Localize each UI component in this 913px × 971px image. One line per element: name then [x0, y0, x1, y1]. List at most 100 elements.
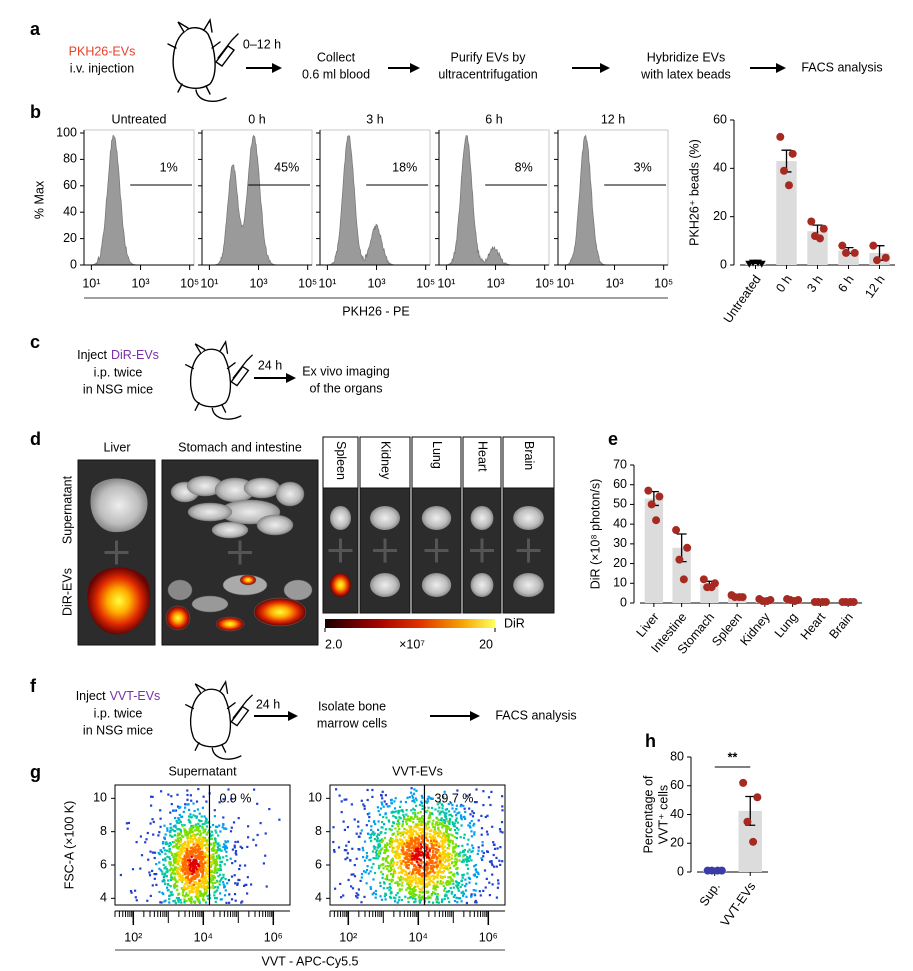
density-dot — [433, 828, 436, 831]
density-dot — [177, 900, 180, 903]
density-dot — [145, 838, 148, 841]
density-dot — [443, 840, 446, 843]
density-dot — [373, 820, 376, 823]
density-dot — [463, 807, 466, 810]
density-dot — [430, 836, 433, 839]
density-dot — [441, 881, 444, 884]
density-dot — [366, 865, 369, 868]
density-dot — [177, 899, 180, 902]
density-dot — [413, 801, 416, 804]
density-dot — [463, 833, 466, 836]
host-label: in NSG mice — [83, 382, 153, 396]
density-dot — [410, 884, 413, 887]
density-dot — [441, 876, 444, 880]
density-dot — [477, 849, 480, 852]
density-dot — [366, 813, 369, 816]
density-dot — [392, 863, 395, 866]
density-dot — [355, 857, 358, 860]
density-dot — [340, 811, 343, 814]
gi-tissue — [239, 574, 257, 586]
density-dot — [451, 834, 454, 837]
gi-tissue — [283, 579, 313, 601]
density-dot — [153, 877, 156, 880]
density-dot — [430, 879, 433, 882]
density-dot — [201, 865, 204, 868]
density-dot — [233, 893, 237, 896]
density-dot — [198, 894, 202, 897]
gi-tissue — [275, 481, 305, 507]
density-dot — [454, 858, 457, 861]
density-dot — [181, 843, 184, 846]
density-dot — [495, 865, 498, 868]
density-dot — [163, 837, 166, 841]
density-dot — [416, 860, 419, 863]
density-dot — [185, 881, 189, 884]
density-dot — [498, 859, 501, 862]
step-label: ultracentrifugation — [438, 67, 537, 81]
density-dot — [445, 812, 448, 815]
density-dot — [401, 850, 404, 854]
density-dot — [203, 882, 206, 885]
density-dot — [413, 840, 416, 844]
y-tick-label: 4 — [315, 891, 322, 905]
density-dot — [393, 861, 396, 864]
density-dot — [178, 813, 181, 816]
bar — [644, 498, 664, 603]
density-dot — [405, 879, 408, 882]
density-dot — [386, 843, 389, 846]
density-dot — [197, 848, 200, 851]
density-dot — [373, 838, 376, 841]
density-dot — [486, 814, 489, 817]
density-dot — [203, 822, 206, 825]
data-point — [753, 793, 762, 802]
density-dot — [204, 839, 207, 842]
density-dot — [172, 860, 175, 863]
density-dot — [338, 794, 341, 797]
density-dot — [197, 828, 200, 831]
density-dot — [210, 854, 213, 857]
density-dot — [218, 880, 221, 883]
density-dot — [224, 845, 227, 849]
density-dot — [411, 897, 415, 900]
host-label: in NSG mice — [83, 723, 153, 737]
density-dot — [158, 853, 161, 856]
density-dot — [460, 818, 463, 821]
density-dot — [439, 835, 442, 839]
density-dot — [203, 879, 206, 883]
density-dot — [450, 839, 453, 842]
density-dot — [197, 873, 200, 876]
density-dot — [204, 836, 207, 840]
density-dot — [201, 806, 204, 809]
density-dot — [445, 838, 448, 841]
density-dot — [462, 804, 465, 807]
density-dot — [414, 882, 417, 885]
density-dot — [437, 819, 440, 822]
density-dot — [444, 819, 447, 822]
density-dot — [418, 872, 421, 875]
density-dot — [174, 872, 177, 875]
density-dot — [434, 823, 437, 826]
x-tick-label: 10¹ — [437, 276, 455, 290]
density-dot — [197, 864, 200, 867]
density-dot — [427, 895, 430, 898]
density-dot — [419, 848, 423, 852]
x-tick-label: 10⁵ — [180, 276, 199, 290]
density-dot — [223, 885, 226, 888]
density-dot — [440, 844, 444, 848]
density-dot — [158, 867, 161, 870]
density-dot — [426, 897, 429, 900]
y-tick-label: 50 — [613, 497, 627, 511]
density-dot — [184, 803, 187, 806]
density-dot — [390, 859, 393, 862]
density-dot — [422, 890, 425, 893]
density-dot — [447, 833, 450, 836]
density-dot — [182, 858, 185, 861]
density-dot — [481, 858, 484, 861]
density-dot — [155, 863, 158, 866]
density-dot — [420, 846, 423, 849]
density-dot — [445, 808, 449, 811]
density-dot — [264, 854, 267, 857]
density-dot — [166, 842, 169, 845]
x-tick-label: 10⁵ — [654, 276, 673, 290]
